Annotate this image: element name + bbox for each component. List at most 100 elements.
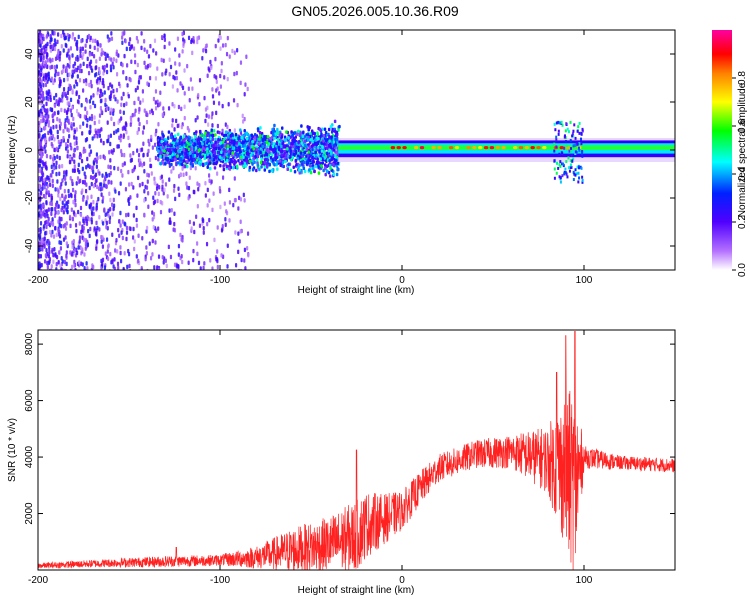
spectrogram-cell xyxy=(120,102,123,108)
spectrogram-cell xyxy=(235,70,238,76)
spectrogram-cell xyxy=(201,217,204,222)
spectrogram-cell xyxy=(60,138,63,144)
spectrogram-cell xyxy=(119,181,122,186)
spectrogram-cell xyxy=(216,225,219,230)
spectrogram-cell xyxy=(118,219,121,224)
spectrogram-cell xyxy=(92,93,95,98)
spectrogram-cell xyxy=(227,135,230,139)
spectrogram-cell xyxy=(125,122,128,128)
spectrogram-cell xyxy=(553,167,556,171)
spectrogram-cell xyxy=(170,162,173,167)
spectrogram-cell xyxy=(224,144,227,148)
spectrogram-cell xyxy=(141,89,145,94)
spectrogram-cell xyxy=(89,44,92,49)
spectrogram-cell xyxy=(163,44,166,50)
spectrogram-cell xyxy=(89,202,93,207)
spectrogram-cell xyxy=(164,182,168,187)
spectrogram-cell xyxy=(513,146,518,150)
spectrogram-cell xyxy=(214,147,217,151)
spectrogram-cell xyxy=(312,160,315,164)
spectrogram-cell xyxy=(61,98,64,103)
spectrogram-cell xyxy=(122,91,125,97)
spectrogram-cell xyxy=(316,157,319,162)
spectrogram-cell xyxy=(197,161,201,165)
spectrogram-cell xyxy=(313,169,316,174)
spectrogram-cell xyxy=(308,145,311,149)
spectrogram-cell xyxy=(204,131,207,136)
spectrogram-cell xyxy=(577,166,580,170)
spectrogram-cell xyxy=(127,212,130,217)
spectrogram-cell xyxy=(294,135,297,139)
spectrogram-cell xyxy=(269,136,272,141)
spectrogram-cell xyxy=(176,138,179,143)
spectrogram-cell xyxy=(295,132,299,137)
spectrogram-cell xyxy=(203,137,206,141)
spectrogram-cell xyxy=(297,129,300,134)
spectrogram-cell xyxy=(321,161,325,165)
spectrogram-cell xyxy=(109,141,112,147)
spectrogram-cell xyxy=(54,56,58,62)
spectrogram-cell xyxy=(574,151,577,155)
spectrogram-cell xyxy=(575,172,578,176)
spectrogram-cell xyxy=(56,129,59,135)
spectrogram-cell xyxy=(301,162,304,166)
spectrogram-cell xyxy=(77,162,80,168)
spectrogram-cell xyxy=(570,149,573,153)
spectrogram-cell xyxy=(187,35,191,41)
spectrogram-cell xyxy=(204,181,207,186)
spectrogram-cell xyxy=(107,208,110,214)
spectrogram-cell xyxy=(193,189,196,195)
spectrogram-cell xyxy=(280,153,284,157)
spectrogram-cell xyxy=(108,172,111,178)
spectrogram-cell xyxy=(578,131,581,135)
spectrogram-cell xyxy=(157,254,161,259)
spectrogram-cell xyxy=(66,138,70,144)
spectrogram-cell xyxy=(210,65,213,71)
spectrogram-cell xyxy=(247,146,250,150)
spectrogram-cell xyxy=(228,218,231,223)
spectrogram-cell xyxy=(102,71,105,76)
spectrogram-cell xyxy=(54,210,57,215)
spectrogram-cell xyxy=(224,42,227,48)
spectrogram-cell xyxy=(119,109,122,114)
spectrogram-cell xyxy=(39,236,42,242)
spectrogram-cell xyxy=(68,155,72,161)
spectrogram-cell xyxy=(92,206,95,211)
spectrogram-cell xyxy=(47,119,51,125)
spectrogram-cell xyxy=(49,182,52,188)
spectrogram-cell xyxy=(289,168,293,173)
spectrogram-cell xyxy=(260,165,263,169)
spectrogram-cell xyxy=(219,46,222,51)
spectrogram-cell xyxy=(246,245,249,251)
spectrogram-cell xyxy=(45,188,48,193)
spectrogram-cell xyxy=(255,168,258,173)
spectrogram-cell xyxy=(183,68,186,73)
spectrogram-cell xyxy=(239,229,242,234)
spectrogram-cell xyxy=(571,132,574,136)
spectrogram-cell xyxy=(50,233,53,238)
spectrogram-cell xyxy=(150,134,153,140)
spectrogram-cell xyxy=(103,90,106,95)
spectrogram-cell xyxy=(92,165,95,170)
spectrogram-cell xyxy=(191,86,194,91)
spectrogram-cell xyxy=(47,220,50,225)
spectrogram-cell xyxy=(91,51,94,57)
spectrogram-cell xyxy=(78,78,82,83)
spectrogram-cell xyxy=(189,141,192,145)
spectrogram-cell xyxy=(259,150,262,155)
spectrogram-cell xyxy=(50,211,53,216)
spectrogram-cell xyxy=(328,139,331,143)
spectrogram-cell xyxy=(308,140,312,145)
spectrogram-y-label: Frequency (Hz) xyxy=(7,116,18,185)
spectrogram-cell xyxy=(247,152,250,157)
spectrogram-cell xyxy=(81,166,84,172)
spectrogram-cell xyxy=(75,136,78,141)
spectrogram-cell xyxy=(299,151,303,155)
spectrogram-cell xyxy=(336,167,339,172)
spectrogram-cell xyxy=(68,134,71,139)
spectrogram-cell xyxy=(65,253,68,259)
spectrogram-cell xyxy=(109,158,112,163)
spectrogram-cell xyxy=(127,135,130,141)
spectrogram-cell xyxy=(205,43,208,49)
spectrogram-cell xyxy=(217,137,220,142)
